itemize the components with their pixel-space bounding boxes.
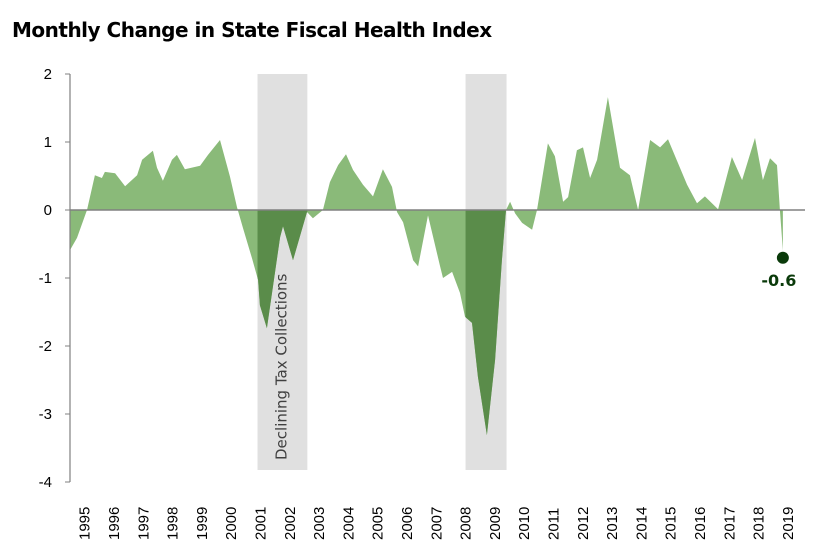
- y-tick-label: 2: [44, 66, 52, 83]
- band-label: Declining Tax Collections: [272, 273, 290, 460]
- area-series: [70, 97, 783, 436]
- x-tick-label: 2011: [545, 508, 562, 540]
- x-tick-label: 1998: [165, 507, 182, 540]
- y-tick-label: 1: [44, 134, 52, 151]
- x-tick-label: 2000: [223, 507, 240, 540]
- recession-negative-area: [257, 210, 507, 436]
- x-tick-label: 2015: [663, 507, 680, 540]
- x-tick-label: 2019: [780, 507, 797, 540]
- x-tick-label: 2001: [252, 507, 269, 540]
- y-tick-label: -3: [39, 406, 52, 423]
- x-tick-label: 2005: [370, 507, 387, 540]
- x-tick-label: 2010: [516, 507, 533, 540]
- x-tick-label: 1999: [194, 507, 211, 540]
- x-tick-label: 2004: [340, 507, 357, 540]
- chart-title: Monthly Change in State Fiscal Health In…: [12, 18, 492, 42]
- x-tick-label: 2002: [282, 507, 299, 540]
- x-tick-label: 2013: [604, 507, 621, 540]
- y-tick-label: -4: [39, 474, 52, 491]
- x-tick-label: 2012: [575, 507, 592, 540]
- x-tick-label: 2016: [692, 507, 709, 540]
- x-tick-label: 2008: [458, 507, 475, 540]
- y-tick-label: 0: [44, 202, 52, 219]
- last-value-label: -0.6: [761, 271, 796, 290]
- x-tick-label: 2017: [721, 507, 738, 540]
- last-value-marker: [776, 251, 789, 264]
- x-tick-label: 1997: [135, 507, 152, 540]
- x-tick-label: 2009: [487, 507, 504, 540]
- x-tick-label: 1995: [77, 507, 94, 540]
- x-tick-label: 2003: [311, 507, 328, 540]
- x-tick-label: 2018: [751, 507, 768, 540]
- x-tick-label: 1996: [106, 507, 123, 540]
- x-tick-label: 2014: [633, 507, 650, 540]
- x-tick-label: 2007: [428, 507, 445, 540]
- x-tick-label: 2006: [399, 507, 416, 540]
- y-tick-label: -2: [39, 338, 52, 355]
- y-tick-label: -1: [39, 270, 52, 287]
